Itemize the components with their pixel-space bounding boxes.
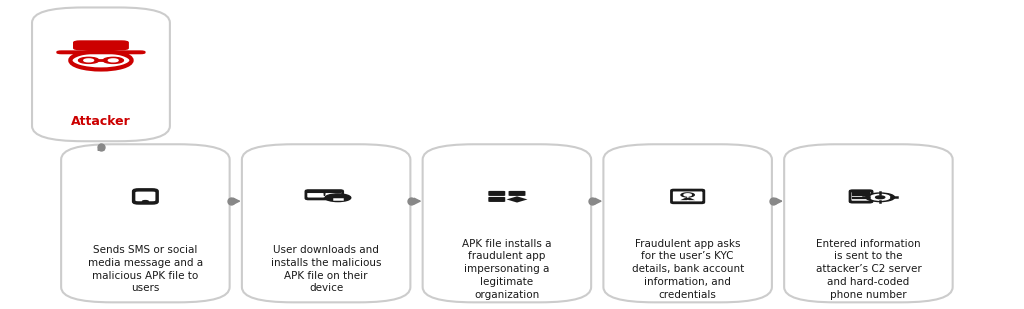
FancyBboxPatch shape — [488, 191, 505, 196]
FancyBboxPatch shape — [32, 7, 170, 141]
Text: Fraudulent app asks
for the user’s KYC
details, bank account
information, and
cr: Fraudulent app asks for the user’s KYC d… — [632, 239, 743, 300]
Circle shape — [876, 196, 885, 199]
Polygon shape — [680, 197, 695, 200]
Text: !: ! — [322, 191, 327, 201]
Text: APK file installs a
fraudulent app
impersonating a
legitimate
organization: APK file installs a fraudulent app imper… — [462, 239, 552, 300]
Text: Attacker: Attacker — [71, 115, 131, 128]
Text: Sends SMS or social
media message and a
malicious APK file to
users: Sends SMS or social media message and a … — [88, 245, 203, 293]
FancyBboxPatch shape — [488, 197, 505, 202]
Text: Entered information
is sent to the
attacker’s C2 server
and hard-coded
phone num: Entered information is sent to the attac… — [815, 239, 922, 300]
Circle shape — [109, 59, 118, 62]
FancyBboxPatch shape — [784, 144, 952, 302]
Circle shape — [79, 57, 99, 63]
Circle shape — [866, 193, 895, 201]
FancyBboxPatch shape — [56, 50, 145, 54]
FancyBboxPatch shape — [61, 144, 229, 302]
Circle shape — [103, 57, 124, 63]
Circle shape — [142, 201, 148, 202]
Text: !: ! — [686, 194, 689, 203]
Circle shape — [681, 193, 694, 197]
FancyBboxPatch shape — [73, 40, 129, 50]
Circle shape — [84, 59, 93, 62]
Circle shape — [325, 194, 351, 201]
FancyBboxPatch shape — [603, 144, 772, 302]
FancyBboxPatch shape — [682, 189, 694, 190]
Circle shape — [684, 194, 691, 196]
Polygon shape — [507, 196, 527, 203]
FancyBboxPatch shape — [423, 144, 591, 302]
Circle shape — [870, 194, 890, 200]
FancyBboxPatch shape — [242, 144, 411, 302]
FancyBboxPatch shape — [509, 191, 525, 196]
Text: User downloads and
installs the malicious
APK file on their
device: User downloads and installs the maliciou… — [271, 245, 381, 293]
